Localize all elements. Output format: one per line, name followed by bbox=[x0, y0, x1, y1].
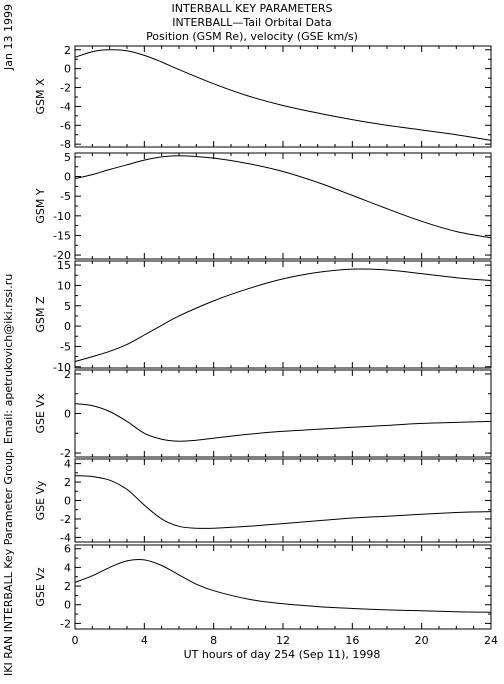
y-tick-label: -2 bbox=[60, 447, 71, 460]
plot-frame bbox=[74, 260, 492, 369]
y-tick-label: -15 bbox=[53, 229, 71, 242]
series-line bbox=[74, 403, 492, 442]
y-tick-label: 0 bbox=[64, 63, 71, 76]
y-tick-label: -10 bbox=[53, 361, 71, 374]
y-tick-label: 15 bbox=[57, 259, 71, 272]
y-tick-label: -5 bbox=[60, 190, 71, 203]
y-tick-label: 2 bbox=[64, 44, 71, 57]
plot-frame bbox=[74, 458, 492, 543]
x-tick-label: 20 bbox=[415, 634, 429, 647]
series-line bbox=[74, 49, 492, 141]
y-tick-label: 2 bbox=[64, 580, 71, 593]
plot-frame bbox=[74, 544, 492, 630]
x-tick-label: 0 bbox=[72, 634, 79, 647]
y-axis-label: GSM Y bbox=[34, 188, 47, 223]
y-tick-label: -2 bbox=[60, 82, 71, 95]
y-tick-label: 0 bbox=[64, 408, 71, 421]
y-axis-label: GSE Vz bbox=[34, 567, 47, 606]
y-tick-label: 2 bbox=[64, 368, 71, 381]
y-tick-label: -6 bbox=[60, 119, 71, 132]
plot-frame bbox=[74, 152, 492, 260]
title-line-3: Position (GSM Re), velocity (GSE km/s) bbox=[146, 30, 358, 43]
series-line bbox=[74, 475, 492, 529]
y-tick-label: 0 bbox=[64, 495, 71, 508]
x-tick-label: 8 bbox=[210, 634, 217, 647]
y-tick-label: 4 bbox=[64, 561, 71, 574]
y-axis-label: GSM Z bbox=[34, 296, 47, 332]
y-tick-label: -2 bbox=[60, 617, 71, 630]
y-tick-label: -4 bbox=[60, 531, 71, 544]
y-tick-label: -5 bbox=[60, 340, 71, 353]
y-tick-label: 10 bbox=[57, 279, 71, 292]
series-line bbox=[74, 268, 492, 362]
x-axis-label: UT hours of day 254 (Sep 11), 1998 bbox=[183, 648, 381, 661]
x-tick-label: 16 bbox=[345, 634, 359, 647]
y-tick-label: 5 bbox=[64, 151, 71, 164]
x-tick-label: 12 bbox=[276, 634, 290, 647]
x-tick-label: 4 bbox=[141, 634, 148, 647]
y-tick-label: 2 bbox=[64, 476, 71, 489]
y-tick-label: 0 bbox=[64, 320, 71, 333]
y-axis-label: GSE Vy bbox=[34, 480, 47, 520]
y-tick-label: 0 bbox=[64, 599, 71, 612]
y-tick-label: -20 bbox=[53, 249, 71, 262]
x-tick-label: 24 bbox=[484, 634, 498, 647]
y-axis-label: GSE Vx bbox=[34, 393, 47, 433]
y-tick-label: 4 bbox=[64, 458, 71, 471]
title-line-1: INTERBALL KEY PARAMETERS bbox=[171, 2, 333, 15]
y-tick-label: 0 bbox=[64, 171, 71, 184]
y-tick-label: -2 bbox=[60, 513, 71, 526]
y-axis-label: GSM X bbox=[34, 78, 47, 114]
y-tick-label: -8 bbox=[60, 138, 71, 151]
y-tick-label: 6 bbox=[64, 543, 71, 556]
plot-frame bbox=[74, 45, 492, 148]
y-tick-label: -4 bbox=[60, 100, 71, 113]
series-line bbox=[74, 155, 492, 239]
y-tick-label: -10 bbox=[53, 210, 71, 223]
series-line bbox=[74, 559, 492, 613]
plot-frame bbox=[74, 369, 492, 458]
title-line-2: INTERBALL—Tail Orbital Data bbox=[172, 16, 332, 29]
y-tick-label: 5 bbox=[64, 300, 71, 313]
